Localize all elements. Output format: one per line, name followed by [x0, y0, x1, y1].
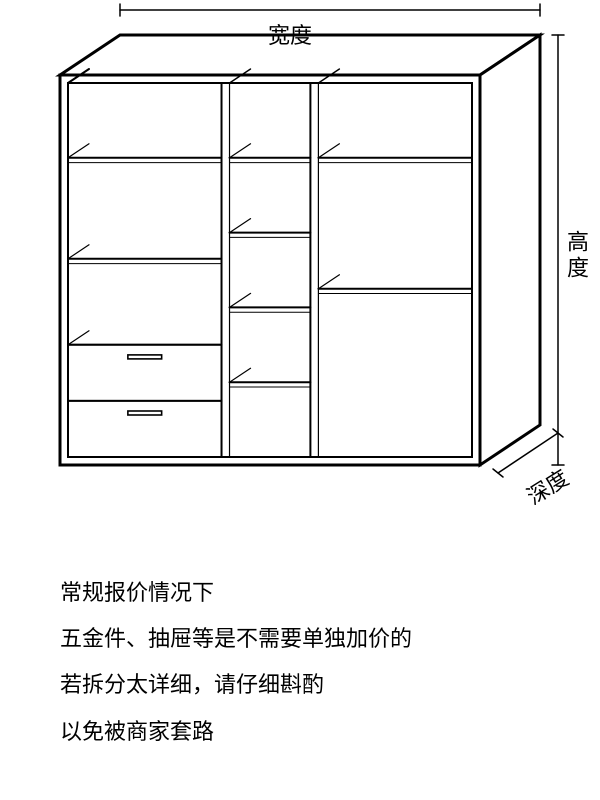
cabinet-svg — [0, 0, 600, 540]
width-label: 宽度 — [268, 18, 312, 50]
height-label: 高度 — [560, 230, 592, 282]
cabinet-diagram: 宽度 高度 深度 — [0, 0, 600, 540]
text-line: 常规报价情况下 — [60, 570, 550, 616]
text-line: 以免被商家套路 — [60, 709, 550, 755]
text-line: 若拆分太详细，请仔细斟酌 — [60, 662, 550, 708]
text-line: 五金件、抽屉等是不需要单独加价的 — [60, 616, 550, 662]
description-text: 常规报价情况下 五金件、抽屉等是不需要单独加价的 若拆分太详细，请仔细斟酌 以免… — [0, 540, 600, 755]
